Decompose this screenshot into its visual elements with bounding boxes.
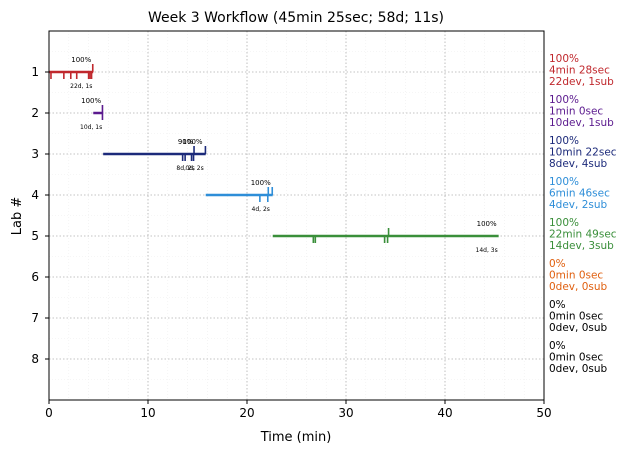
lab-2-summary-line: 1min 0sec	[549, 106, 603, 118]
lab-5-summary-line: 100%	[549, 217, 579, 229]
y-tick-label: 8	[31, 352, 39, 366]
lab-2-bottom-label: 10d, 1s	[80, 124, 102, 131]
lab-2-top-label: 100%	[81, 97, 101, 105]
lab-4-summary-line: 4dev, 2sub	[549, 199, 608, 211]
lab-5-summary-line: 22min 49sec	[549, 229, 617, 241]
lab-4-bottom-label: 4d, 2s	[252, 206, 270, 213]
y-tick-label: 2	[31, 106, 39, 120]
grid-layer	[49, 31, 544, 400]
lab-8-summary-line: 0%	[549, 340, 566, 352]
lab-1-bottom-label: 22d, 1s	[70, 83, 92, 90]
lab-8-summary-line: 0dev, 0sub	[549, 363, 608, 375]
lab-7-summary-line: 0dev, 0sub	[549, 322, 608, 334]
lab-6-summary-line: 0dev, 0sub	[549, 281, 608, 293]
x-tick-label: 20	[239, 406, 254, 420]
lab-5-bottom-label: 14d, 3s	[476, 247, 498, 254]
annotation-label: 0d, 2s	[185, 165, 203, 172]
lab-8-summary-line: 0min 0sec	[549, 352, 603, 364]
lab-7-summary-line: 0min 0sec	[549, 311, 603, 323]
data-layer: 100% 22d, 1s 100% 10d, 1s 100% 4d, 2s 100% 14d,…	[49, 56, 499, 254]
y-axis-label: Lab #	[10, 197, 25, 236]
x-axis-label: Time (min)	[260, 430, 332, 445]
chart-title: Week 3 Workflow (45min 25sec; 58d; 11s)	[148, 10, 444, 26]
lab-7-summary-line: 0%	[549, 299, 566, 311]
y-tick-label: 3	[31, 147, 39, 161]
annotation-label: 100%	[183, 138, 203, 146]
lab-1-summary-line: 100%	[549, 53, 579, 65]
x-tick-label: 50	[536, 406, 551, 420]
y-tick-label: 7	[31, 311, 39, 325]
y-tick-label: 4	[31, 188, 39, 202]
annotation-label: 8d, 2s	[176, 165, 194, 172]
lab-6-summary-line: 0%	[549, 258, 566, 270]
x-tick-label: 10	[140, 406, 155, 420]
lab-1-top-label: 100%	[71, 56, 91, 64]
y-tick-label: 1	[31, 65, 39, 79]
lab-1-summary-line: 4min 28sec	[549, 65, 610, 77]
lab-3-summary-line: 100%	[549, 135, 579, 147]
axis-layer: 0 10 20 30 40 50 1 2 3 4 5 6 7 8	[31, 65, 551, 420]
lab-4-summary-line: 100%	[549, 176, 579, 188]
plot-frame	[48, 30, 545, 401]
x-tick-label: 40	[437, 406, 452, 420]
lab-4-top-label: 100%	[251, 179, 271, 187]
annotation-label: 90%	[178, 138, 194, 146]
lab-2-summary-line: 100%	[549, 94, 579, 106]
lab-4-summary-line: 6min 46sec	[549, 188, 610, 200]
x-tick-label: 30	[338, 406, 353, 420]
lab-2-summary-line: 10dev, 1sub	[549, 117, 614, 129]
lab-3-summary-line: 10min 22sec	[549, 147, 617, 159]
lab-5-top-label: 100%	[477, 220, 497, 228]
lab-5-summary-line: 14dev, 3sub	[549, 240, 614, 252]
lab-3-summary-line: 8dev, 4sub	[549, 158, 608, 170]
y-tick-label: 6	[31, 270, 39, 284]
x-tick-label: 0	[45, 406, 53, 420]
lab-1-summary-line: 22dev, 1sub	[549, 76, 614, 88]
lab-6-summary-line: 0min 0sec	[549, 270, 603, 282]
y-tick-label: 5	[31, 229, 39, 243]
